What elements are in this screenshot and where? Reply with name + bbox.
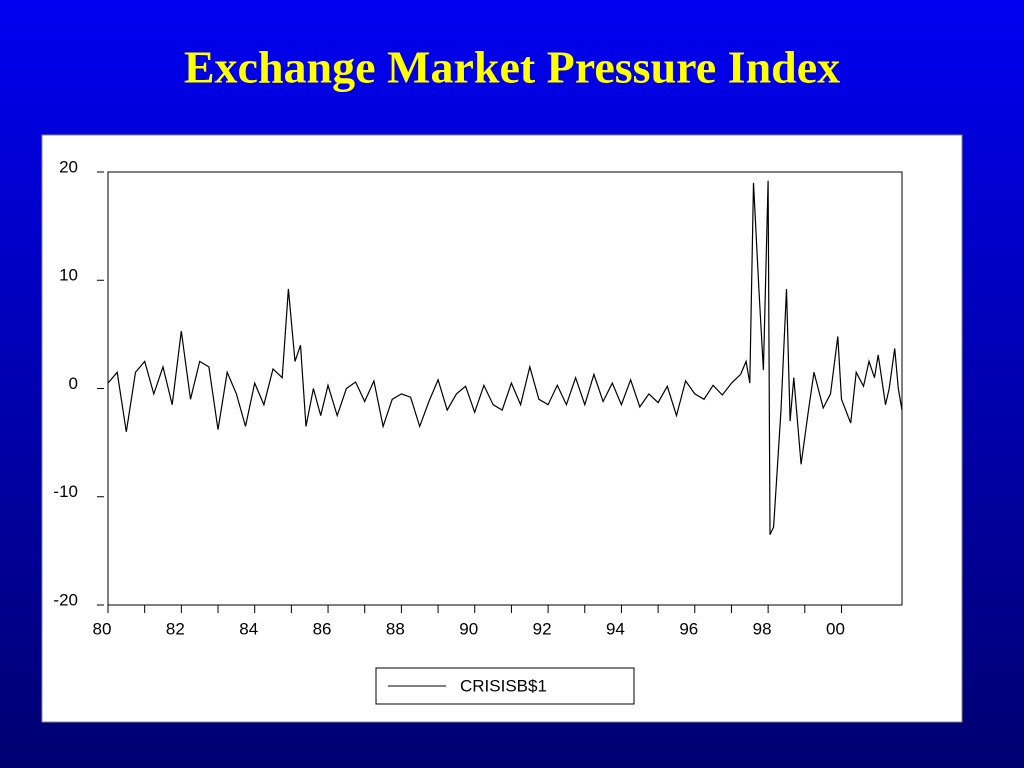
chart-panel [41,134,963,723]
y-tick-label: 20 [59,157,78,176]
y-tick-label: 0 [69,374,78,393]
x-tick-label: 90 [459,619,478,638]
x-tick-label: 96 [679,619,698,638]
x-tick-label: 80 [93,619,112,638]
y-tick-label: -20 [53,590,78,609]
x-tick-label: 86 [313,619,332,638]
x-tick-label: 88 [386,619,405,638]
y-tick-label: 10 [59,266,78,285]
x-tick-label: 82 [166,619,185,638]
x-tick-label: 92 [533,619,552,638]
x-tick-label: 98 [753,619,772,638]
legend-label: CRISISB$1 [460,676,547,695]
x-tick-label: 84 [239,619,258,638]
x-tick-label: 00 [826,619,845,638]
y-tick-label: -10 [53,482,78,501]
plot-frame [107,171,903,606]
data-line [107,180,903,535]
slide-title: Exchange Market Pressure Index [184,42,840,93]
x-tick-label: 94 [606,619,625,638]
legend [375,667,635,705]
